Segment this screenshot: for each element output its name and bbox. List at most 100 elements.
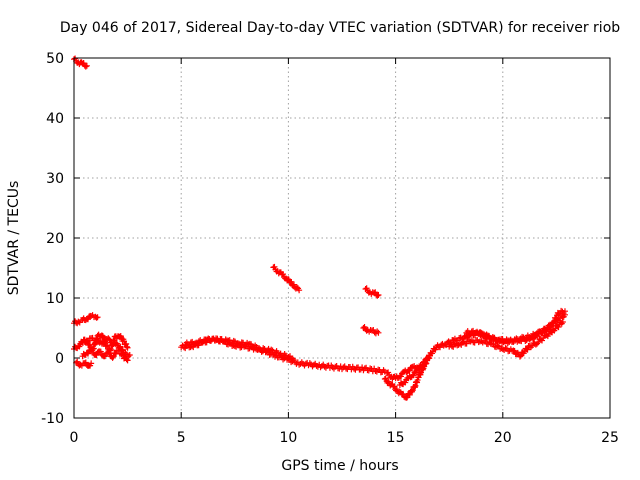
data-point [254,346,261,353]
data-point [487,335,494,342]
x-tick-label: 15 [387,430,405,446]
data-point [555,324,562,331]
data-point [538,330,545,337]
data-point [214,336,221,343]
series-rise-upper [463,307,568,345]
data-point [494,342,501,349]
y-tick-label: -10 [41,411,64,427]
series-start-upper [71,312,101,327]
grid-lines [74,58,610,418]
data-point [385,369,392,376]
series-start-dense-b [79,346,131,364]
axis-ticks: 0 5 10 15 20 25 -10 0 10 20 30 40 50 [41,51,619,446]
y-tick-label: 40 [46,111,64,127]
series-start-dense-a [77,331,131,354]
data-point [83,62,90,69]
data-point [222,336,229,343]
data-point [124,344,131,351]
data-point [84,338,91,345]
series-steep-upper [270,263,303,294]
data-point [187,339,194,346]
data-point [419,362,426,369]
data-point [415,366,422,373]
data-point [126,352,133,358]
data-point [88,360,95,367]
data-point [495,336,502,343]
data-point [456,340,463,347]
data-point [514,338,521,345]
data-point [406,367,413,374]
data-point [195,338,202,345]
data-point [102,353,109,360]
data-point [82,63,89,70]
data-point [105,335,112,342]
data-point [268,346,275,353]
x-axis-label: GPS time / hours [281,458,398,474]
data-point [123,356,130,363]
data-point [547,323,554,330]
series-short-upper [362,285,382,299]
data-point [424,356,431,363]
data-point [109,354,116,361]
x-tick-label: 20 [494,430,512,446]
data-point [459,339,466,346]
x-tick-label: 0 [70,430,79,446]
y-axis-label: SDTVAR / TECUs [6,181,22,296]
data-point [363,285,370,292]
data-point [539,329,546,336]
data-point [477,329,484,336]
data-point [382,375,389,382]
data-point [84,316,91,323]
data-point [89,347,96,354]
data-point [406,391,413,398]
data-point [94,314,101,321]
data-point [522,338,529,345]
data-point [193,339,200,346]
data-point [123,340,130,347]
data-point [123,343,130,350]
data-point [296,287,303,294]
data-point [306,360,313,367]
y-tick-label: 30 [46,171,64,187]
data-point [103,342,110,349]
y-tick-label: 10 [46,291,64,307]
data-point [482,338,489,345]
data-point [402,379,409,386]
data-point [106,336,113,343]
data-point [234,340,241,347]
data-point [290,281,297,288]
data-point [351,365,358,372]
data-point [561,308,568,315]
series-rise-lower [446,319,566,360]
data-point [506,337,513,344]
data-point [117,343,124,350]
data-point [289,355,296,362]
data-point [280,271,287,278]
data-point [409,387,416,394]
series-main-trend-upper [182,335,296,362]
data-point [317,364,324,371]
data-point [313,362,320,369]
data-point [93,352,100,359]
data-point [310,361,317,368]
series-start-high [71,55,90,70]
series-dip-c [396,352,433,388]
data-point [248,341,255,348]
data-point [397,373,404,380]
data-point [340,364,347,371]
data-point [467,338,474,345]
data-point [490,340,497,347]
data-point [105,349,112,356]
chart-title: Day 046 of 2017, Sidereal Day-to-day VTE… [60,20,620,36]
y-tick-label: 20 [46,231,64,247]
data-point [559,319,566,325]
data-point [463,334,470,341]
data-point [553,315,560,322]
data-point [524,346,531,353]
data-point [260,345,267,352]
data-point [124,357,131,364]
data-point [374,292,381,299]
data-point [374,328,381,335]
x-tick-label: 25 [601,430,619,446]
data-point [97,348,104,355]
